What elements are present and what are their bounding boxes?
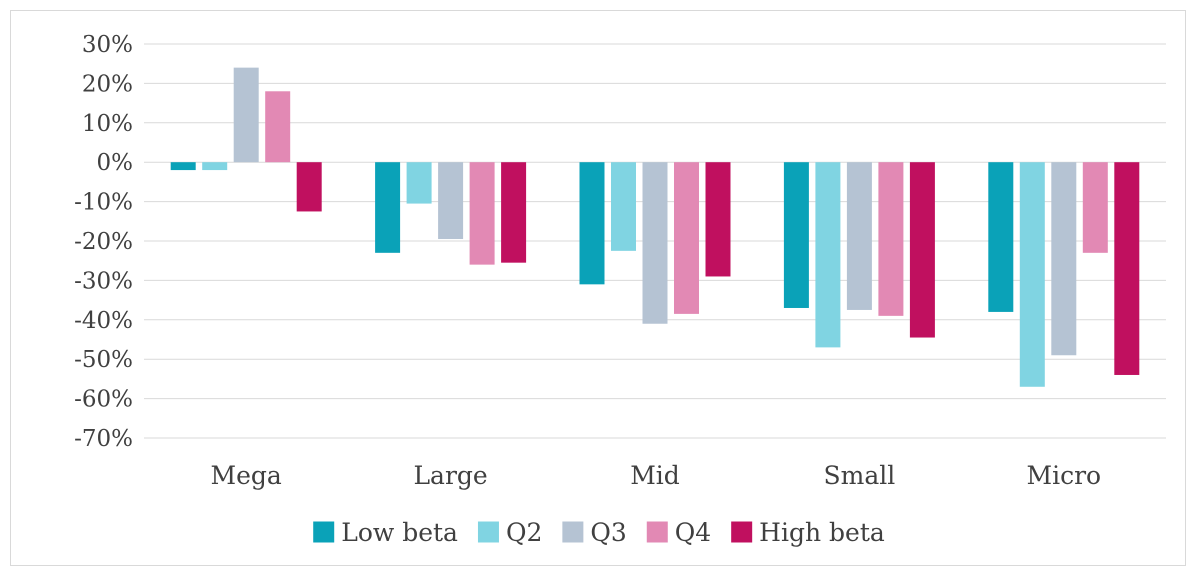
legend-item-q2: Q2: [477, 518, 542, 547]
bar-mega-q2: [202, 162, 228, 171]
bar-mid-q3: [642, 162, 668, 324]
category-label: Small: [824, 461, 896, 490]
legend-item-low-beta: Low beta: [313, 518, 458, 547]
legend-label: Q3: [590, 518, 626, 547]
bar-small-q3: [846, 162, 872, 310]
bar-small-high-beta: [909, 162, 935, 338]
y-tick-label: -60%: [74, 387, 133, 413]
y-tick-label: 30%: [82, 32, 133, 58]
category-label: Mid: [630, 461, 680, 490]
bar-mega-q3: [233, 67, 259, 163]
chart-frame: 30% 20% 10% 0% -10% -20% -30% -40% -50% -60% -70% …: [10, 10, 1186, 566]
bar-large-q2: [406, 162, 432, 204]
bar-mega-low-beta: [170, 162, 196, 171]
bar-micro-high-beta: [1114, 162, 1140, 375]
bar-mid-q4: [674, 162, 699, 314]
legend: Low beta Q2 Q3 Q4 High beta: [313, 518, 885, 547]
legend-swatch: [562, 521, 584, 543]
legend-label: Q2: [506, 518, 542, 547]
bar-small-q2: [815, 162, 841, 348]
y-tick-label: -20%: [74, 229, 133, 255]
y-tick-label: -30%: [74, 268, 133, 294]
bar-micro-low-beta: [988, 162, 1014, 312]
y-tick-label: 0%: [97, 150, 134, 176]
bar-large-low-beta: [375, 162, 401, 253]
legend-swatch: [313, 521, 335, 543]
legend-swatch: [477, 521, 499, 543]
y-tick-label: -70%: [74, 426, 133, 452]
legend-swatch: [731, 521, 753, 543]
legend-swatch: [646, 521, 668, 543]
category-label: Micro: [1026, 461, 1101, 490]
category-label: Mega: [211, 461, 282, 490]
legend-label: Q4: [675, 518, 711, 547]
legend-label: Low beta: [341, 518, 458, 547]
category-label: Large: [413, 461, 487, 490]
legend-item-q3: Q3: [562, 518, 627, 547]
bar-micro-q2: [1019, 162, 1045, 387]
bar-large-q4: [469, 162, 495, 265]
bar-mid-q2: [611, 162, 636, 251]
bar-mid-low-beta: [579, 162, 605, 285]
bar-large-q3: [438, 162, 464, 240]
bar-small-q4: [878, 162, 904, 316]
bar-large-high-beta: [501, 162, 527, 263]
y-tick-label: 10%: [82, 111, 133, 137]
y-tick-label: -10%: [74, 190, 133, 216]
legend-item-q4: Q4: [646, 518, 711, 547]
bars: [170, 67, 1140, 387]
bar-mid-high-beta: [705, 162, 731, 277]
y-tick-label: -40%: [74, 308, 133, 334]
bar-micro-q4: [1082, 162, 1108, 253]
y-tick-label: 20%: [82, 71, 133, 97]
legend-label: High beta: [759, 518, 885, 547]
y-axis-tick-labels: 30% 20% 10% 0% -10% -20% -30% -40% -50% -60% -70%: [74, 32, 133, 452]
bar-chart: 30%20%10%0%-10%-20%-30%-40%-50%-60%-70% …: [74, 32, 1166, 547]
x-axis-category-labels: Mega Large Mid Small Micro: [211, 461, 1102, 490]
bar-mega-high-beta: [296, 162, 322, 212]
bar-mega-q4: [265, 91, 291, 163]
bar-small-low-beta: [783, 162, 809, 308]
y-tick-label: -50%: [74, 347, 133, 373]
legend-item-high-beta: High beta: [731, 518, 885, 547]
bar-micro-q3: [1051, 162, 1077, 356]
